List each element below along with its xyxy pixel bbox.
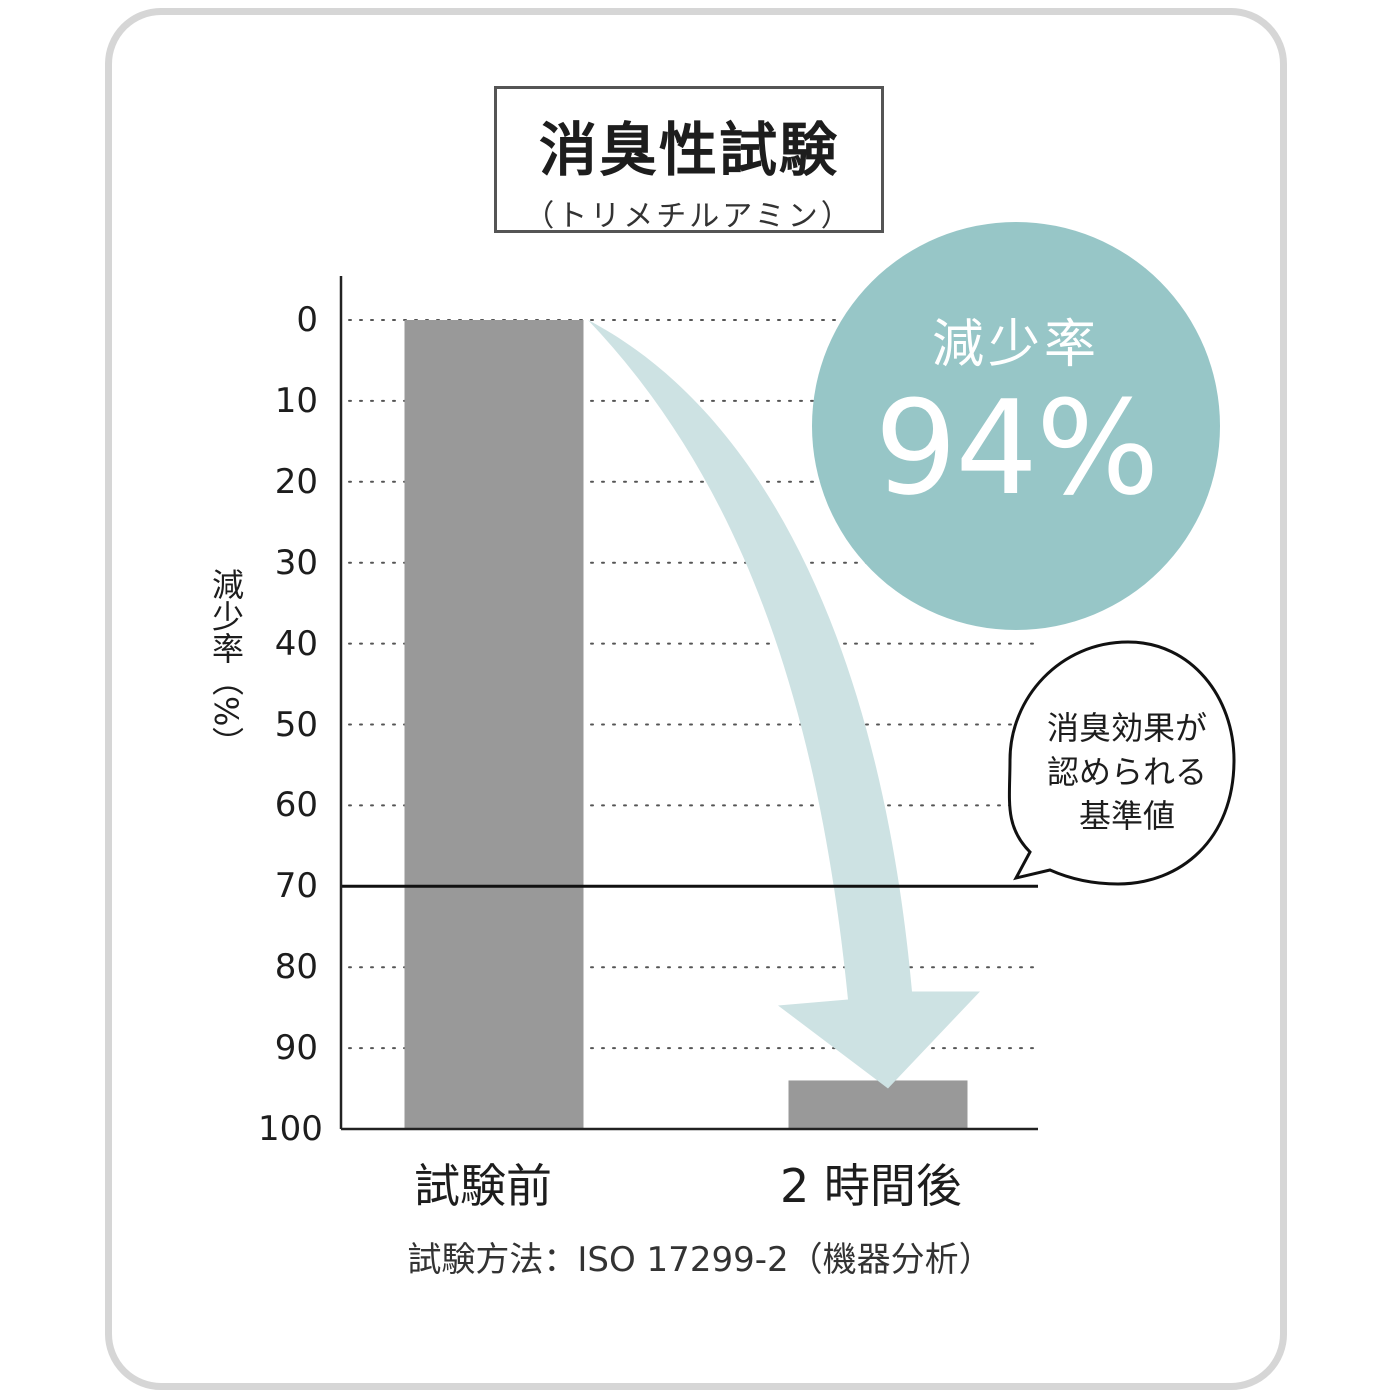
chart-title-box: 消臭性試験 （トリメチルアミン） xyxy=(494,86,884,234)
y-tick-label: 0 xyxy=(296,300,318,340)
y-tick-label: 70 xyxy=(274,866,318,907)
y-tick-label: 100 xyxy=(258,1109,323,1149)
threshold-speech-bubble xyxy=(1007,640,1236,886)
y-tick-label: 10 xyxy=(274,380,318,421)
reduction-arrow xyxy=(588,320,980,1089)
reduction-rate-circle: 減少率 94% xyxy=(812,222,1220,630)
x-tick-label-before: 試験前 xyxy=(414,1159,552,1213)
x-tick-label-after: 2 時間後 xyxy=(780,1159,962,1213)
y-tick-label: 20 xyxy=(274,461,318,502)
threshold-callout-text: 消臭効果が 認められる 基準値 xyxy=(1022,706,1232,838)
y-axis-label: 減少率（%） xyxy=(207,568,245,759)
y-tick-label: 50 xyxy=(274,704,318,745)
threshold-callout-line: 認められる xyxy=(1046,753,1207,791)
y-tick-label: 60 xyxy=(274,785,318,826)
y-tick-label: 30 xyxy=(274,542,318,583)
threshold-callout-line: 基準値 xyxy=(1078,797,1175,835)
y-tick-label: 80 xyxy=(274,947,318,988)
chart-title: 消臭性試験 xyxy=(538,116,839,184)
y-tick-label: 40 xyxy=(274,623,318,664)
reduction-rate-label: 減少率 xyxy=(931,315,1100,375)
chart-subtitle: （トリメチルアミン） xyxy=(524,199,854,234)
y-tick-label: 90 xyxy=(274,1028,318,1069)
bar-after xyxy=(788,1080,968,1129)
reduction-rate-value: 94% xyxy=(874,372,1160,524)
test-method-note: 試験方法：ISO 17299-2（機器分析） xyxy=(407,1240,993,1280)
bar-before xyxy=(404,320,584,1129)
threshold-callout-line: 消臭効果が xyxy=(1046,709,1207,747)
